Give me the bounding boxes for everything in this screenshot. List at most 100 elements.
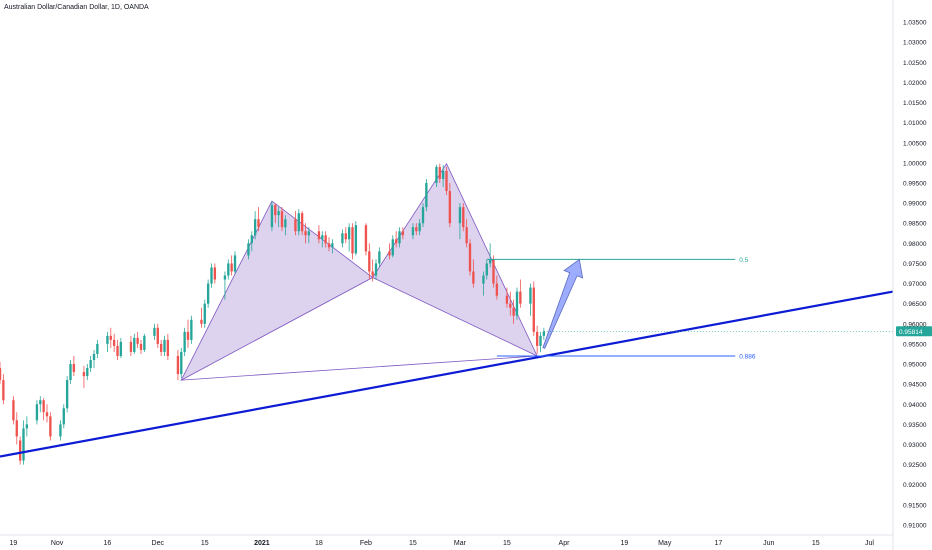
x-tick-label: Jun xyxy=(763,540,774,547)
candle-body xyxy=(2,380,5,401)
candle xyxy=(35,400,39,425)
candle-body xyxy=(203,303,206,324)
candle-body xyxy=(327,243,331,248)
candle xyxy=(166,333,170,360)
candle xyxy=(307,227,311,244)
candle-body xyxy=(354,225,358,254)
y-axis[interactable]: 1.03500 1.03000 1.02500 1.02000 1.01500 1.010… xyxy=(892,0,927,550)
support-trendline[interactable] xyxy=(0,290,894,458)
candle-body xyxy=(86,368,89,377)
candle xyxy=(374,259,378,280)
x-tick-label: 15 xyxy=(812,540,820,547)
candle xyxy=(368,243,371,280)
y-tick-label: 0.96000 xyxy=(903,321,927,328)
candle-body xyxy=(371,271,374,276)
candle xyxy=(156,323,159,348)
y-tick-label: 0.98000 xyxy=(903,241,927,248)
candle-body xyxy=(200,319,203,324)
candle xyxy=(505,287,509,308)
candle xyxy=(468,239,472,276)
candle-body xyxy=(458,207,462,224)
candle-body xyxy=(25,424,29,429)
candle xyxy=(364,223,368,256)
candle-body xyxy=(421,207,425,224)
candle xyxy=(206,279,210,308)
x-tick-label: 17 xyxy=(715,540,723,547)
candle-body xyxy=(539,335,542,346)
candle-body xyxy=(324,235,327,244)
candle xyxy=(159,339,163,356)
candle xyxy=(96,339,99,358)
candle-body xyxy=(59,424,62,437)
candle-body xyxy=(186,331,190,340)
candle-body xyxy=(139,343,143,350)
x-tick-label: May xyxy=(658,540,672,547)
candle-body xyxy=(411,227,415,236)
candle-body xyxy=(364,225,368,252)
harmonic-pattern[interactable] xyxy=(180,162,538,382)
candle xyxy=(539,331,542,352)
candle-body xyxy=(106,335,109,344)
candle-body xyxy=(317,231,321,240)
candle-body xyxy=(62,408,65,425)
candle-body xyxy=(39,400,42,405)
candle xyxy=(210,263,213,288)
candle xyxy=(0,362,2,385)
candle-body xyxy=(482,275,485,284)
x-tick-label: 19 xyxy=(10,540,18,547)
candle xyxy=(109,327,112,348)
pattern-xd-leg[interactable] xyxy=(181,355,538,381)
candle-body xyxy=(425,182,428,208)
candle-body xyxy=(230,263,233,272)
candle xyxy=(509,291,512,316)
candle-body xyxy=(542,331,546,336)
candle xyxy=(465,219,468,248)
y-tick-label: 0.93500 xyxy=(903,422,927,429)
pattern-triangle-1[interactable] xyxy=(180,200,374,382)
candle xyxy=(472,259,475,288)
candle xyxy=(42,398,45,421)
candle-body xyxy=(176,355,180,375)
candle xyxy=(190,315,193,344)
y-tick-label: 1.02000 xyxy=(903,80,927,87)
candle xyxy=(347,223,351,252)
candle xyxy=(411,223,415,240)
x-axis[interactable]: 19 Nov 16 Dec 15 2021 18 Feb 15 Mar 15 Apr 19 May 17 Ju… xyxy=(0,534,893,547)
candle-body xyxy=(448,191,452,224)
candle xyxy=(485,259,488,280)
candle xyxy=(65,376,69,413)
candle xyxy=(176,349,180,381)
candle xyxy=(398,227,401,248)
candle-body xyxy=(304,231,307,236)
candle xyxy=(441,164,445,188)
candle xyxy=(69,359,72,385)
candle xyxy=(327,237,331,252)
candle xyxy=(200,307,203,328)
candle xyxy=(136,331,139,348)
candle xyxy=(39,396,42,413)
candle xyxy=(354,221,358,256)
candle-body xyxy=(351,227,354,254)
candle xyxy=(223,271,227,300)
candle xyxy=(535,325,539,354)
candle xyxy=(133,333,136,354)
candle-body xyxy=(515,291,519,316)
candle-body xyxy=(156,327,159,344)
candle-body xyxy=(321,235,324,240)
candle-body xyxy=(488,259,492,264)
candle-body xyxy=(270,205,274,228)
x-tick-label: 19 xyxy=(621,540,629,547)
candle-body xyxy=(15,420,18,437)
candle-body xyxy=(391,239,394,256)
target-arrow[interactable] xyxy=(542,258,584,349)
y-tick-label: 0.95500 xyxy=(903,341,927,348)
annotations[interactable]: 0.5 0.886 0.95814 xyxy=(0,257,932,458)
candle xyxy=(297,209,300,236)
candle xyxy=(294,211,297,236)
candle xyxy=(445,166,448,196)
candle xyxy=(257,207,260,232)
candle-body xyxy=(257,219,260,228)
x-tick-label: 15 xyxy=(201,540,209,547)
candle-body xyxy=(368,251,371,272)
